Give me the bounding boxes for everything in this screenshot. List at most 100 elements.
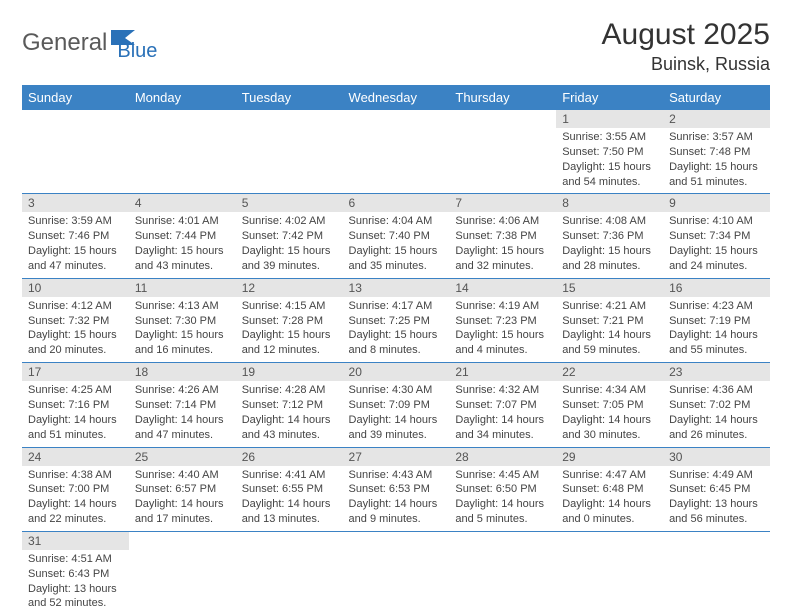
sunset-text: Sunset: 7:07 PM: [455, 398, 550, 413]
day-body-cell: Sunrise: 4:01 AMSunset: 7:44 PMDaylight:…: [129, 212, 236, 278]
day-body-cell: Sunrise: 4:47 AMSunset: 6:48 PMDaylight:…: [556, 466, 663, 532]
sunrise-text: Sunrise: 4:15 AM: [242, 299, 337, 314]
daylight-text: Daylight: 15 hours: [669, 244, 764, 259]
daylight-text: Daylight: 14 hours: [562, 328, 657, 343]
location-label: Buinsk, Russia: [602, 54, 770, 75]
sunset-text: Sunset: 7:50 PM: [562, 145, 657, 160]
daylight-text: and 12 minutes.: [242, 343, 337, 358]
daylight-text: Daylight: 14 hours: [562, 413, 657, 428]
sunrise-text: Sunrise: 4:13 AM: [135, 299, 230, 314]
daylight-text: and 59 minutes.: [562, 343, 657, 358]
brand-text-1: General: [22, 29, 107, 57]
sunset-text: Sunset: 7:34 PM: [669, 229, 764, 244]
sunrise-text: Sunrise: 4:43 AM: [349, 468, 444, 483]
sunrise-text: Sunrise: 4:45 AM: [455, 468, 550, 483]
daylight-text: and 24 minutes.: [669, 259, 764, 274]
day-number-cell: 17: [22, 363, 129, 382]
day-body-cell: Sunrise: 4:40 AMSunset: 6:57 PMDaylight:…: [129, 466, 236, 532]
day-body-cell: [129, 128, 236, 194]
daylight-text: and 13 minutes.: [242, 512, 337, 527]
daylight-text: and 5 minutes.: [455, 512, 550, 527]
day-number-cell: 13: [343, 278, 450, 297]
daylight-text: and 56 minutes.: [669, 512, 764, 527]
sunset-text: Sunset: 7:12 PM: [242, 398, 337, 413]
sunrise-text: Sunrise: 4:41 AM: [242, 468, 337, 483]
day-number: 5: [242, 196, 249, 210]
day-body-row: Sunrise: 3:59 AMSunset: 7:46 PMDaylight:…: [22, 212, 770, 278]
day-number-row: 24252627282930: [22, 447, 770, 466]
day-number-cell: 26: [236, 447, 343, 466]
sunrise-text: Sunrise: 4:36 AM: [669, 383, 764, 398]
sunrise-text: Sunrise: 3:59 AM: [28, 214, 123, 229]
calendar-table: Sunday Monday Tuesday Wednesday Thursday…: [22, 85, 770, 615]
sunset-text: Sunset: 7:25 PM: [349, 314, 444, 329]
daylight-text: Daylight: 15 hours: [349, 244, 444, 259]
day-body-cell: Sunrise: 4:36 AMSunset: 7:02 PMDaylight:…: [663, 381, 770, 447]
weekday-header-row: Sunday Monday Tuesday Wednesday Thursday…: [22, 85, 770, 110]
daylight-text: Daylight: 15 hours: [135, 244, 230, 259]
day-number: 14: [455, 281, 468, 295]
day-body-cell: Sunrise: 4:51 AMSunset: 6:43 PMDaylight:…: [22, 550, 129, 615]
daylight-text: and 20 minutes.: [28, 343, 123, 358]
sunset-text: Sunset: 7:38 PM: [455, 229, 550, 244]
sunset-text: Sunset: 7:23 PM: [455, 314, 550, 329]
weekday-header: Thursday: [449, 85, 556, 110]
sunrise-text: Sunrise: 4:47 AM: [562, 468, 657, 483]
daylight-text: and 0 minutes.: [562, 512, 657, 527]
sunset-text: Sunset: 7:09 PM: [349, 398, 444, 413]
day-number-cell: 7: [449, 194, 556, 213]
brand-logo: General Blue: [22, 22, 157, 63]
daylight-text: and 26 minutes.: [669, 428, 764, 443]
day-number-cell: 8: [556, 194, 663, 213]
day-body-cell: Sunrise: 3:59 AMSunset: 7:46 PMDaylight:…: [22, 212, 129, 278]
sunset-text: Sunset: 7:48 PM: [669, 145, 764, 160]
sunset-text: Sunset: 6:43 PM: [28, 567, 123, 582]
day-number-cell: 20: [343, 363, 450, 382]
day-body-row: Sunrise: 4:38 AMSunset: 7:00 PMDaylight:…: [22, 466, 770, 532]
sunrise-text: Sunrise: 3:57 AM: [669, 130, 764, 145]
sunrise-text: Sunrise: 4:40 AM: [135, 468, 230, 483]
day-number-cell: [129, 531, 236, 550]
sunrise-text: Sunrise: 4:04 AM: [349, 214, 444, 229]
daylight-text: and 28 minutes.: [562, 259, 657, 274]
day-number: 13: [349, 281, 362, 295]
day-number-cell: 16: [663, 278, 770, 297]
day-number-cell: [663, 531, 770, 550]
sunset-text: Sunset: 6:53 PM: [349, 482, 444, 497]
day-number-cell: 4: [129, 194, 236, 213]
day-body-cell: Sunrise: 4:28 AMSunset: 7:12 PMDaylight:…: [236, 381, 343, 447]
sunrise-text: Sunrise: 4:17 AM: [349, 299, 444, 314]
daylight-text: and 4 minutes.: [455, 343, 550, 358]
sunset-text: Sunset: 6:55 PM: [242, 482, 337, 497]
daylight-text: Daylight: 14 hours: [455, 413, 550, 428]
sunrise-text: Sunrise: 4:38 AM: [28, 468, 123, 483]
day-body-cell: [449, 550, 556, 615]
sunset-text: Sunset: 7:32 PM: [28, 314, 123, 329]
day-number-row: 17181920212223: [22, 363, 770, 382]
day-body-cell: [663, 550, 770, 615]
sunset-text: Sunset: 7:19 PM: [669, 314, 764, 329]
sunset-text: Sunset: 6:45 PM: [669, 482, 764, 497]
day-body-row: Sunrise: 4:12 AMSunset: 7:32 PMDaylight:…: [22, 297, 770, 363]
daylight-text: Daylight: 14 hours: [669, 328, 764, 343]
day-number-cell: 12: [236, 278, 343, 297]
day-number: 25: [135, 450, 148, 464]
day-body-cell: [236, 550, 343, 615]
day-number: 30: [669, 450, 682, 464]
day-number-cell: 6: [343, 194, 450, 213]
day-number: 17: [28, 365, 41, 379]
day-number-cell: [22, 110, 129, 128]
day-number: 27: [349, 450, 362, 464]
day-number-cell: 18: [129, 363, 236, 382]
day-number: 24: [28, 450, 41, 464]
day-number: 10: [28, 281, 41, 295]
daylight-text: Daylight: 14 hours: [562, 497, 657, 512]
sunrise-text: Sunrise: 4:08 AM: [562, 214, 657, 229]
day-number: 11: [135, 281, 147, 295]
day-number-cell: 2: [663, 110, 770, 128]
day-number: 7: [455, 196, 462, 210]
daylight-text: and 52 minutes.: [28, 596, 123, 611]
weekday-header: Tuesday: [236, 85, 343, 110]
sunset-text: Sunset: 6:48 PM: [562, 482, 657, 497]
sunset-text: Sunset: 7:36 PM: [562, 229, 657, 244]
